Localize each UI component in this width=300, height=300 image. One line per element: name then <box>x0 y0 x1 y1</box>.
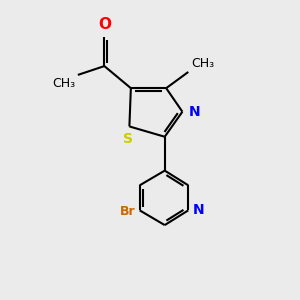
Text: N: N <box>193 203 204 218</box>
Text: S: S <box>123 132 133 146</box>
Text: Br: Br <box>120 205 135 218</box>
Text: N: N <box>188 105 200 119</box>
Text: O: O <box>98 17 111 32</box>
Text: CH₃: CH₃ <box>52 77 76 90</box>
Text: CH₃: CH₃ <box>191 57 214 70</box>
